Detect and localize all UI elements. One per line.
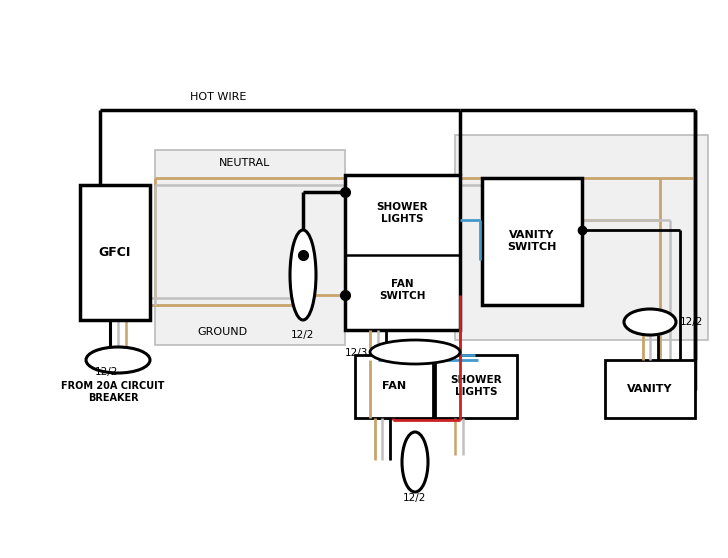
Ellipse shape xyxy=(86,347,150,373)
Bar xyxy=(345,175,460,330)
Bar xyxy=(80,185,150,320)
Bar xyxy=(605,360,695,418)
Text: 12/2: 12/2 xyxy=(95,367,119,377)
Text: FAN: FAN xyxy=(382,381,406,391)
Text: 12/2: 12/2 xyxy=(291,330,314,340)
Text: SHOWER
LIGHTS: SHOWER LIGHTS xyxy=(376,202,428,224)
Text: VANITY: VANITY xyxy=(628,384,673,394)
Bar xyxy=(482,178,582,305)
Bar xyxy=(155,150,345,345)
Ellipse shape xyxy=(402,432,428,492)
Ellipse shape xyxy=(624,309,676,335)
Bar xyxy=(455,135,708,340)
Text: SHOWER
LIGHTS: SHOWER LIGHTS xyxy=(450,375,502,397)
Text: HOT WIRE: HOT WIRE xyxy=(190,92,246,102)
Text: 12/3: 12/3 xyxy=(344,348,368,358)
Text: 12/2: 12/2 xyxy=(403,493,427,503)
Bar xyxy=(435,355,517,418)
Bar xyxy=(355,355,433,418)
Text: GROUND: GROUND xyxy=(197,327,247,337)
Text: VANITY
SWITCH: VANITY SWITCH xyxy=(507,230,557,252)
Ellipse shape xyxy=(290,230,316,320)
Text: GFCI: GFCI xyxy=(99,246,131,258)
Text: NEUTRAL: NEUTRAL xyxy=(219,158,271,168)
Text: FAN
SWITCH: FAN SWITCH xyxy=(379,279,425,301)
Text: FROM 20A CIRCUIT
BREAKER: FROM 20A CIRCUIT BREAKER xyxy=(61,381,165,403)
Ellipse shape xyxy=(370,340,460,364)
Text: 12/2: 12/2 xyxy=(680,317,703,327)
